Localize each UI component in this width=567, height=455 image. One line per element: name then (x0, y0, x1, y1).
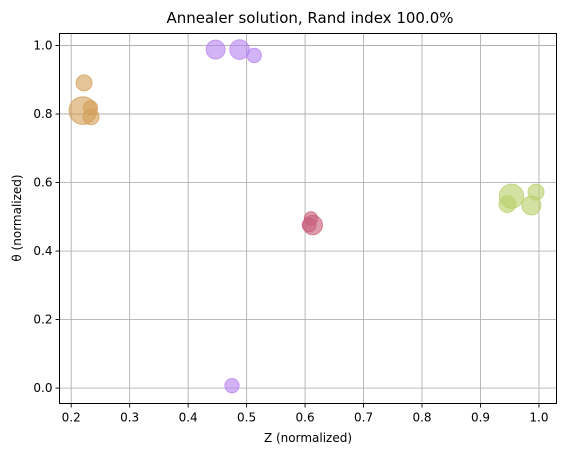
data-point (229, 39, 250, 60)
data-points (68, 39, 545, 394)
x-axis-label: Z (normalized) (264, 431, 352, 445)
data-point (302, 214, 323, 236)
y-tick-label: 0.2 (33, 313, 52, 327)
y-tick-label: 0.8 (33, 107, 52, 121)
data-point (82, 108, 100, 126)
x-tick-label: 0.7 (354, 411, 373, 425)
x-tick-label: 0.3 (120, 411, 139, 425)
x-tick-label: 0.9 (471, 411, 490, 425)
y-axis: 0.0 0.2 0.4 0.6 0.8 1.0 (33, 38, 60, 395)
data-point (246, 47, 262, 64)
data-point (75, 74, 93, 92)
x-tick-label: 0.5 (237, 411, 256, 425)
x-tick-label: 0.8 (412, 411, 431, 425)
data-point (224, 378, 240, 394)
y-tick-label: 0.0 (33, 381, 52, 395)
cluster-4 (498, 183, 545, 216)
y-tick-label: 1.0 (33, 38, 52, 52)
cluster-1 (68, 74, 100, 126)
y-tick-label: 0.6 (33, 176, 52, 190)
x-tick-label: 0.2 (62, 411, 81, 425)
y-tick-label: 0.4 (33, 244, 52, 258)
data-point (527, 183, 545, 201)
x-tick-label: 0.6 (296, 411, 315, 425)
chart-title: Annealer solution, Rand index 100.0% (166, 9, 453, 27)
x-axis: 0.2 0.3 0.4 0.5 0.6 0.7 0.8 0.9 1.0 (62, 403, 549, 425)
plot-area (59, 33, 557, 404)
cluster-2 (205, 39, 262, 394)
cluster-3 (301, 211, 323, 236)
data-point (205, 39, 226, 60)
x-tick-label: 1.0 (529, 411, 548, 425)
y-axis-label: θ (normalized) (10, 174, 24, 261)
data-point (498, 195, 517, 214)
x-tick-label: 0.4 (179, 411, 198, 425)
